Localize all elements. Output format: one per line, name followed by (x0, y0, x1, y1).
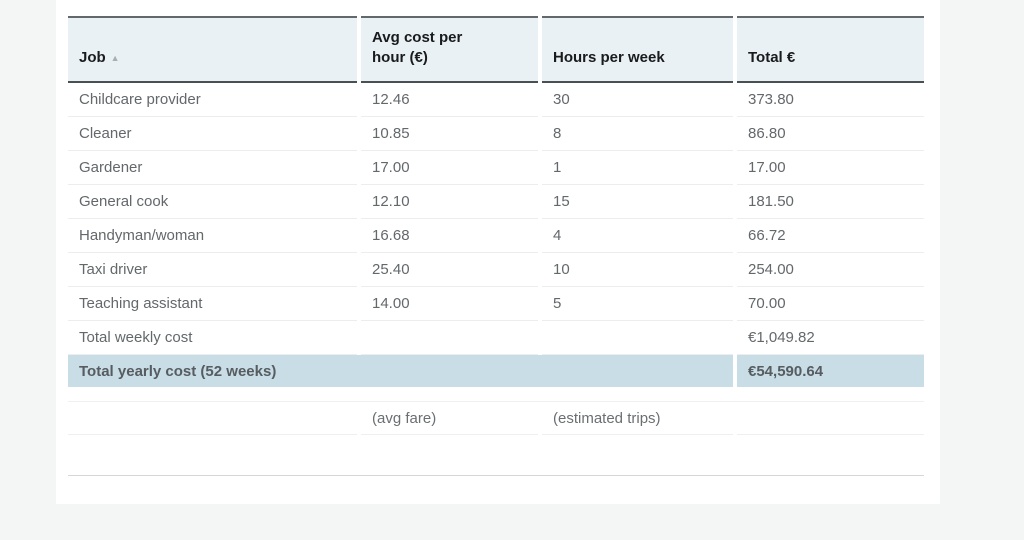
table-row-handyman: Handyman/woman 16.68 4 66.72 (68, 219, 924, 253)
column-header-avg-cost-label: Avg cost per hour (€) (372, 28, 463, 66)
column-header-total-label: Total € (748, 48, 796, 66)
avg-cost-cell: 16.68 (361, 219, 538, 253)
total-cell: 17.00 (737, 151, 924, 185)
table-row-cleaner: Cleaner 10.85 8 86.80 (68, 117, 924, 151)
avg-cost-cell: 14.00 (361, 287, 538, 321)
table-row-teaching-assistant: Teaching assistant 14.00 5 70.00 (68, 287, 924, 321)
empty-cell (542, 321, 733, 355)
column-header-total[interactable]: Total € (737, 16, 924, 83)
job-cell: Handyman/woman (68, 219, 357, 253)
total-weekly-row: Total weekly cost €1,049.82 (68, 321, 924, 355)
column-header-hours[interactable]: Hours per week (542, 16, 733, 83)
hours-cell: 5 (542, 287, 733, 321)
column-header-avg-cost[interactable]: Avg cost per hour (€) (361, 16, 538, 83)
total-cell: 254.00 (737, 253, 924, 287)
hours-cell: 30 (542, 83, 733, 117)
job-cell: Gardener (68, 151, 357, 185)
column-header-hours-label: Hours per week (553, 48, 665, 66)
table-row-childcare: Childcare provider 12.46 30 373.80 (68, 83, 924, 117)
avg-cost-cell: 17.00 (361, 151, 538, 185)
job-cell: Teaching assistant (68, 287, 357, 321)
total-cell: 181.50 (737, 185, 924, 219)
job-cell: Taxi driver (68, 253, 357, 287)
table-row-general-cook: General cook 12.10 15 181.50 (68, 185, 924, 219)
jobs-cost-table: Job ▲ Avg cost per hour (€) Hours per wee… (64, 16, 928, 476)
column-header-job-label: Job (79, 48, 106, 66)
estimated-trips-note: (estimated trips) (542, 402, 733, 435)
hours-cell: 1 (542, 151, 733, 185)
table-body: Childcare provider 12.46 30 373.80 Clean… (68, 83, 924, 476)
total-yearly-value: €54,590.64 (737, 355, 924, 388)
total-yearly-label: Total yearly cost (52 weeks) (68, 355, 733, 388)
empty-cell (737, 402, 924, 435)
total-yearly-row: Total yearly cost (52 weeks) €54,590.64 (68, 355, 924, 388)
hours-cell: 15 (542, 185, 733, 219)
table-row-taxi-driver: Taxi driver 25.40 10 254.00 (68, 253, 924, 287)
empty-cell (68, 402, 357, 435)
total-cell: 373.80 (737, 83, 924, 117)
empty-cell (68, 435, 924, 476)
table-header: Job ▲ Avg cost per hour (€) Hours per wee… (68, 16, 924, 83)
total-cell: 86.80 (737, 117, 924, 151)
spacer-cell (68, 388, 924, 402)
job-cell: Childcare provider (68, 83, 357, 117)
avg-fare-note: (avg fare) (361, 402, 538, 435)
header-row: Job ▲ Avg cost per hour (€) Hours per wee… (68, 16, 924, 83)
sort-ascending-icon: ▲ (110, 52, 120, 63)
avg-cost-cell: 25.40 (361, 253, 538, 287)
avg-cost-cell: 12.10 (361, 185, 538, 219)
avg-cost-cell: 10.85 (361, 117, 538, 151)
spacer-row (68, 388, 924, 402)
total-weekly-label: Total weekly cost (68, 321, 357, 355)
content-card: Job ▲ Avg cost per hour (€) Hours per wee… (56, 0, 940, 504)
job-cell: General cook (68, 185, 357, 219)
total-weekly-value: €1,049.82 (737, 321, 924, 355)
empty-row (68, 435, 924, 476)
table-row-gardener: Gardener 17.00 1 17.00 (68, 151, 924, 185)
avg-cost-cell: 12.46 (361, 83, 538, 117)
total-cell: 66.72 (737, 219, 924, 253)
hours-cell: 8 (542, 117, 733, 151)
hours-cell: 10 (542, 253, 733, 287)
job-cell: Cleaner (68, 117, 357, 151)
footnote-row: (avg fare) (estimated trips) (68, 402, 924, 435)
hours-cell: 4 (542, 219, 733, 253)
total-cell: 70.00 (737, 287, 924, 321)
column-header-job[interactable]: Job ▲ (68, 16, 357, 83)
empty-cell (361, 321, 538, 355)
